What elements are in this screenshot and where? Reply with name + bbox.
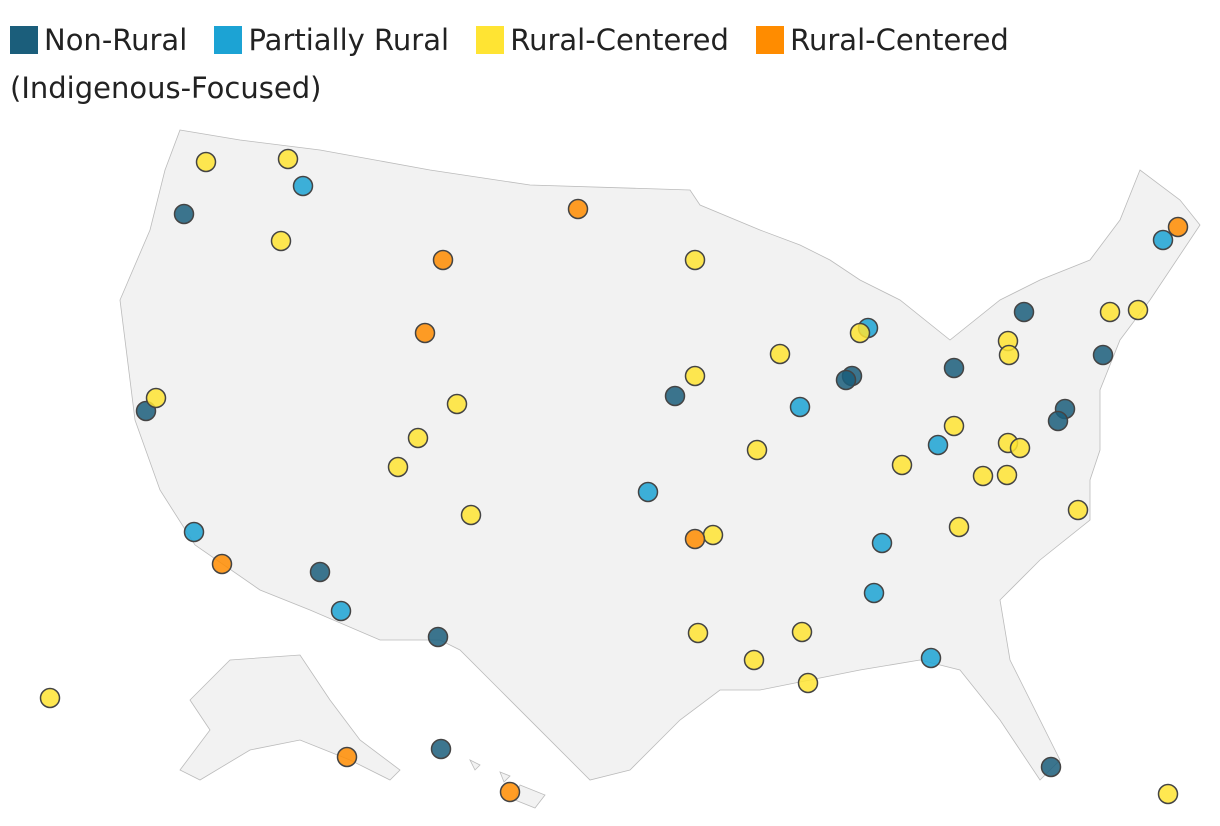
location-marker <box>1127 299 1149 321</box>
location-marker <box>863 582 885 604</box>
location-marker <box>1157 783 1179 805</box>
location-marker <box>270 230 292 252</box>
location-marker <box>797 672 819 694</box>
legend-label: Partially Rural <box>248 23 450 57</box>
location-marker <box>292 175 314 197</box>
location-marker <box>407 427 429 449</box>
location-marker <box>1167 216 1189 238</box>
alaska-outline <box>179 654 401 781</box>
location-marker <box>414 322 436 344</box>
legend-item: Rural-Centered <box>476 23 729 57</box>
location-marker <box>432 249 454 271</box>
conus-outline <box>119 129 1201 781</box>
legend-item: Partially Rural <box>214 23 449 57</box>
location-marker <box>835 369 857 391</box>
location-marker <box>664 385 686 407</box>
legend-item: Non-Rural <box>10 23 187 57</box>
legend: Non-Rural Partially Rural Rural-Centered… <box>10 16 1190 112</box>
location-marker <box>183 521 205 543</box>
location-marker <box>871 532 893 554</box>
location-marker <box>427 626 449 648</box>
legend-label: Rural-Centered (Indigenous-Focused) <box>10 23 1009 105</box>
location-marker <box>920 647 942 669</box>
location-marker <box>309 561 331 583</box>
location-marker <box>446 393 468 415</box>
location-marker <box>996 464 1018 486</box>
location-marker <box>769 343 791 365</box>
location-marker <box>173 203 195 225</box>
location-marker <box>998 344 1020 366</box>
location-marker <box>387 456 409 478</box>
location-marker <box>211 553 233 575</box>
location-marker <box>39 687 61 709</box>
location-marker <box>791 621 813 643</box>
location-marker <box>1099 301 1121 323</box>
location-marker <box>684 249 706 271</box>
location-marker <box>277 148 299 170</box>
location-marker <box>743 649 765 671</box>
location-marker <box>567 198 589 220</box>
location-marker <box>948 516 970 538</box>
location-marker <box>1040 756 1062 778</box>
location-marker <box>1152 229 1174 251</box>
location-marker <box>460 504 482 526</box>
location-marker <box>637 481 659 503</box>
location-marker <box>891 454 913 476</box>
location-marker <box>789 396 811 418</box>
location-marker <box>1092 344 1114 366</box>
location-marker <box>499 781 521 803</box>
legend-label: Rural-Centered <box>510 23 729 57</box>
legend-item: Rural-Centered (Indigenous-Focused) <box>10 23 1009 105</box>
location-marker <box>195 151 217 173</box>
location-marker <box>330 600 352 622</box>
legend-swatch <box>214 26 243 54</box>
location-marker <box>687 622 709 644</box>
location-marker <box>430 738 452 760</box>
location-marker <box>702 524 724 546</box>
legend-swatch <box>756 26 785 54</box>
location-marker <box>684 528 706 550</box>
location-marker <box>1067 499 1089 521</box>
location-marker <box>145 387 167 409</box>
location-marker <box>849 322 871 344</box>
location-marker <box>943 357 965 379</box>
location-marker <box>746 439 768 461</box>
location-marker <box>336 746 358 768</box>
legend-swatch <box>476 26 505 54</box>
location-marker <box>1009 437 1031 459</box>
legend-swatch <box>10 26 38 54</box>
legend-label: Non-Rural <box>44 23 188 57</box>
location-marker <box>972 465 994 487</box>
location-marker <box>943 415 965 437</box>
location-marker <box>1047 410 1069 432</box>
location-marker <box>684 365 706 387</box>
location-marker <box>1013 301 1035 323</box>
location-marker <box>927 434 949 456</box>
